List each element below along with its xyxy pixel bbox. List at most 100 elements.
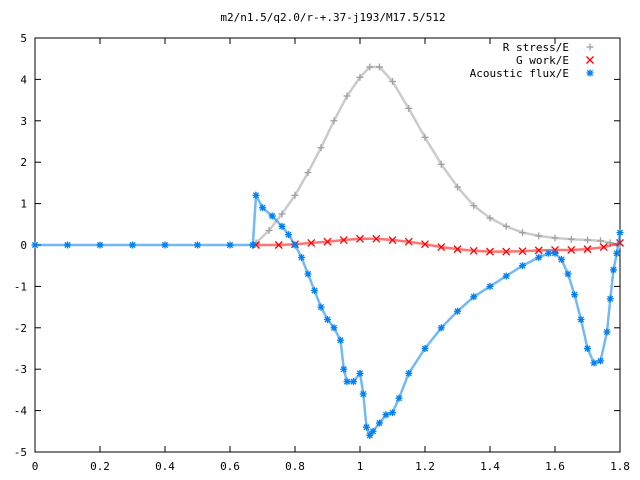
data-point — [421, 240, 429, 249]
data-point — [285, 231, 292, 239]
data-point — [502, 222, 510, 230]
data-point — [337, 336, 344, 344]
data-point — [298, 253, 305, 261]
y-tick-label: -4 — [14, 405, 28, 418]
data-point — [226, 241, 234, 249]
data-point — [486, 214, 494, 222]
data-point — [519, 229, 526, 237]
data-point — [249, 241, 257, 249]
data-point — [323, 237, 332, 246]
data-point — [535, 232, 543, 240]
data-point — [567, 246, 576, 254]
data-point — [317, 144, 325, 152]
data-point — [421, 345, 429, 352]
series-3 — [31, 190, 624, 439]
data-point — [534, 246, 543, 255]
y-tick-label: 3 — [20, 115, 27, 128]
data-point — [564, 270, 572, 278]
legend-marker — [586, 69, 594, 77]
data-point — [376, 419, 383, 427]
data-point — [470, 202, 478, 210]
data-point — [558, 255, 565, 263]
data-point — [421, 133, 429, 141]
data-point — [597, 357, 604, 365]
data-point — [31, 241, 39, 249]
series-trail — [35, 190, 622, 438]
x-tick-label: 0.4 — [155, 460, 175, 473]
data-point — [363, 423, 370, 431]
data-point — [388, 236, 397, 244]
series-1 — [252, 63, 624, 249]
data-point — [382, 411, 390, 419]
data-point — [551, 234, 559, 242]
chart-title: m2/n1.5/q2.0/r-+.37-j193/M17.5/512 — [220, 11, 445, 24]
data-point — [584, 236, 591, 244]
series-layer — [31, 63, 624, 439]
data-point — [502, 247, 511, 256]
data-point — [343, 92, 351, 100]
data-point — [291, 191, 299, 199]
data-point — [535, 253, 543, 261]
legend-label: G work/E — [516, 54, 569, 67]
data-point — [389, 409, 396, 417]
data-point — [469, 246, 478, 255]
data-point — [369, 427, 377, 435]
data-point — [259, 204, 266, 212]
data-point — [356, 369, 364, 377]
y-tick-label: -2 — [14, 322, 27, 335]
data-point — [339, 236, 348, 244]
data-point — [545, 249, 552, 257]
data-point — [584, 345, 591, 352]
data-point — [518, 247, 527, 256]
data-point — [571, 291, 578, 299]
data-point — [470, 293, 478, 301]
data-point — [454, 183, 461, 191]
data-point — [366, 63, 374, 71]
data-point — [376, 63, 383, 71]
data-point — [437, 160, 445, 168]
x-tick-label: 0 — [32, 460, 39, 473]
data-point — [405, 104, 413, 112]
data-point — [330, 117, 338, 125]
data-point — [268, 212, 276, 220]
data-point — [356, 73, 364, 81]
y-tick-label: -5 — [14, 446, 27, 459]
data-point — [519, 262, 526, 270]
data-point — [599, 243, 608, 252]
x-tick-label: 1.6 — [545, 460, 565, 473]
data-point — [454, 307, 461, 315]
legend-marker — [586, 43, 594, 51]
data-point — [350, 378, 357, 386]
x-tick-label: 1.2 — [415, 460, 435, 473]
data-point — [340, 365, 348, 373]
x-axis: 0 0.2 0.4 0.6 0.8 1 1.2 1.4 1.6 1.8 — [32, 38, 630, 473]
data-point — [304, 169, 312, 177]
x-tick-label: 1.4 — [480, 460, 500, 473]
data-point — [278, 222, 286, 230]
series-trail — [255, 65, 621, 247]
data-point — [610, 266, 617, 274]
data-point — [616, 229, 624, 237]
data-point — [330, 324, 338, 332]
x-tick-label: 1 — [357, 460, 364, 473]
data-point — [304, 270, 312, 278]
data-point — [359, 390, 367, 398]
data-point — [96, 241, 104, 249]
data-point — [613, 249, 621, 257]
data-point — [252, 191, 260, 199]
data-point — [265, 227, 273, 235]
data-point — [161, 241, 169, 249]
y-tick-label: -1 — [14, 280, 27, 293]
data-point — [278, 210, 286, 218]
data-point — [274, 241, 283, 249]
data-point — [404, 237, 413, 246]
legend-label: R stress/E — [503, 41, 569, 54]
data-point — [583, 245, 592, 254]
legend-marker — [586, 56, 594, 64]
data-point — [64, 241, 71, 249]
data-point — [577, 316, 585, 324]
data-point — [356, 234, 364, 243]
legend-label: Acoustic flux/E — [470, 67, 569, 80]
